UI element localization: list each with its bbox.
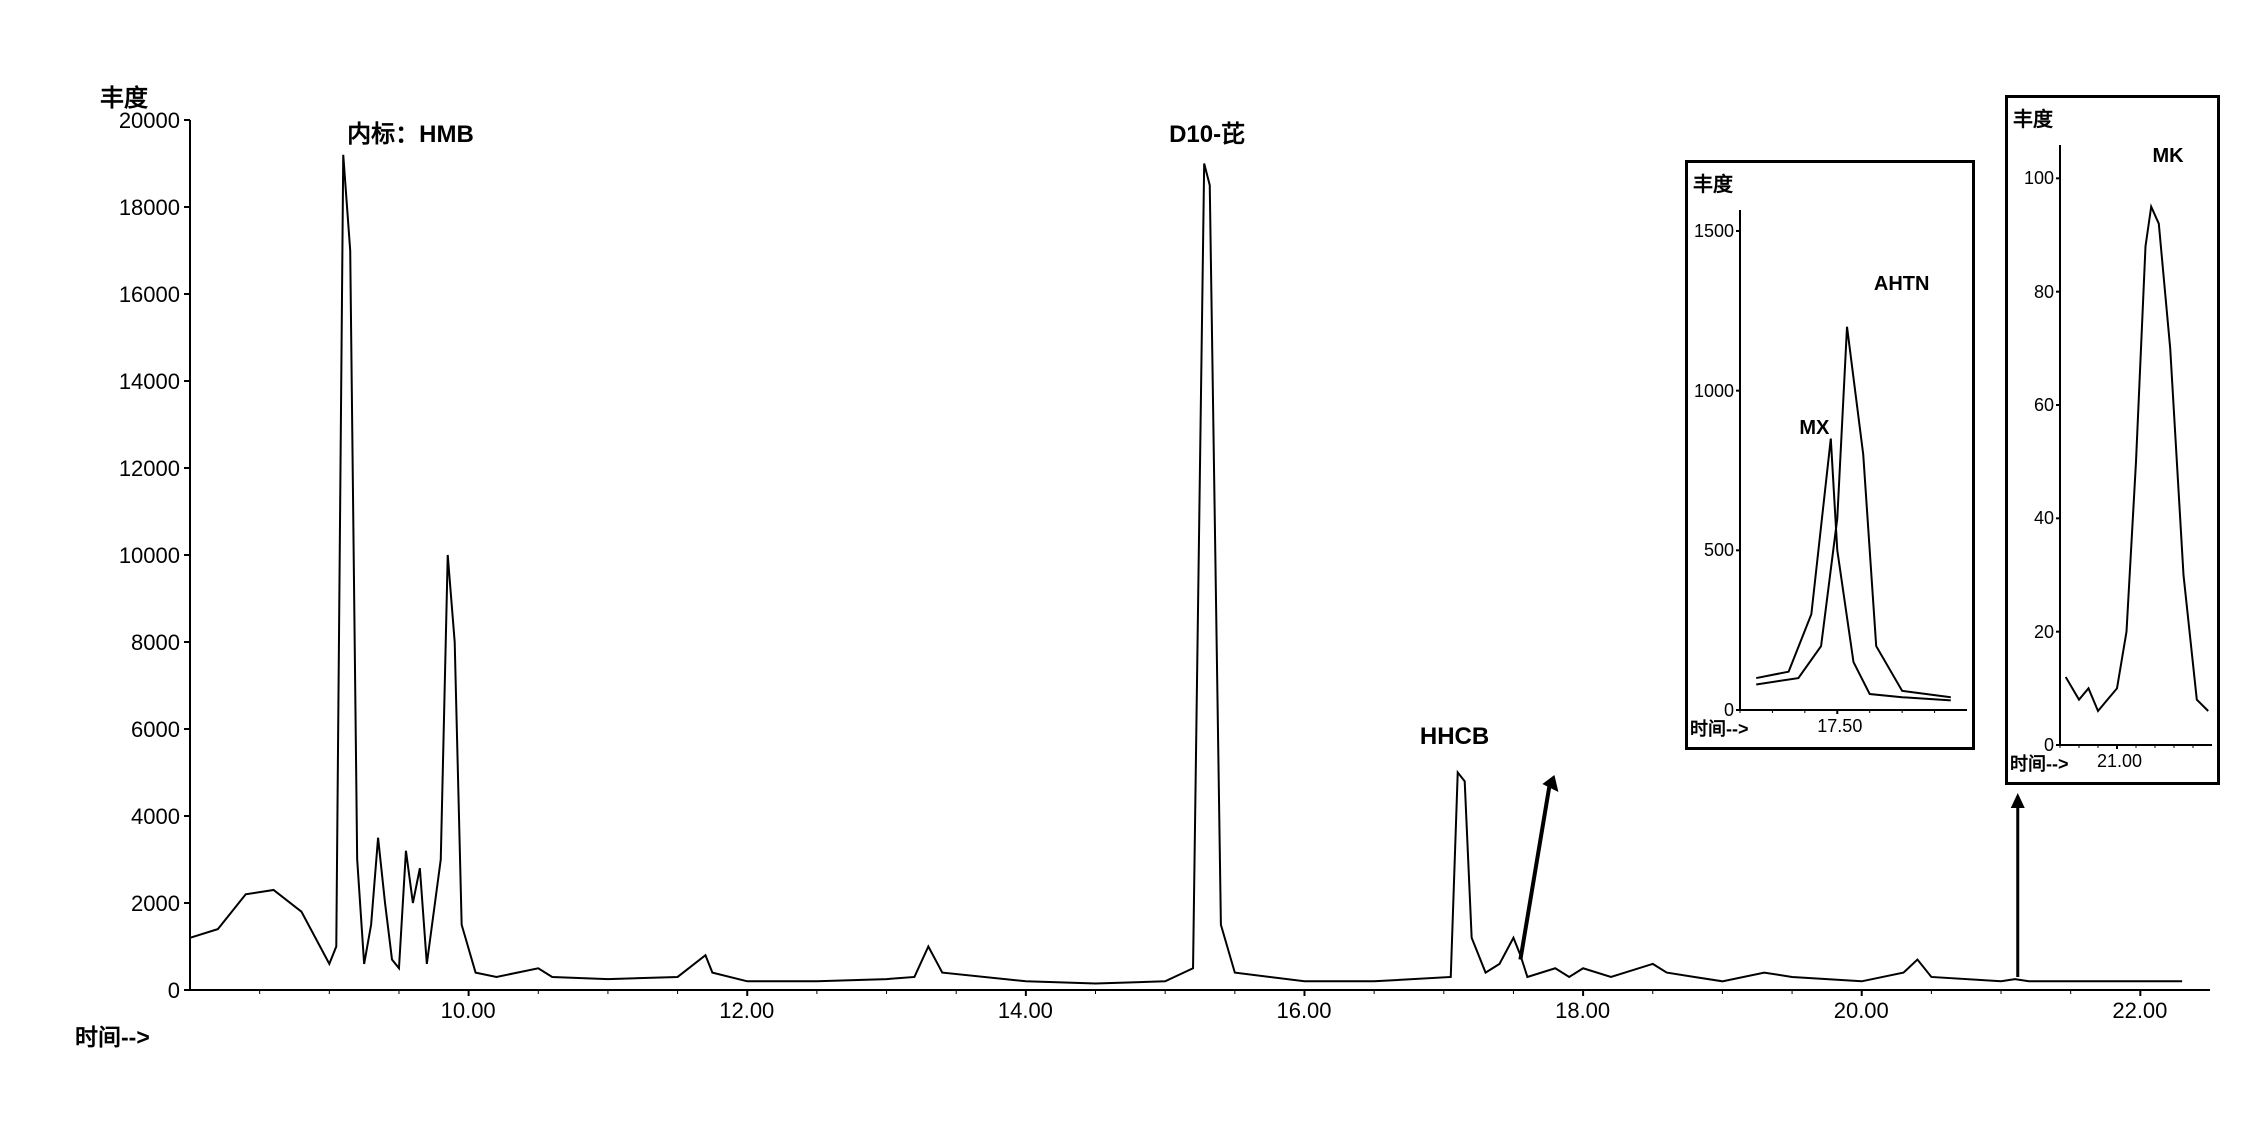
arrows-svg [0, 0, 2243, 1147]
chromatogram-figure: 丰度 0200040006000800010000120001400016000… [0, 0, 2243, 1147]
